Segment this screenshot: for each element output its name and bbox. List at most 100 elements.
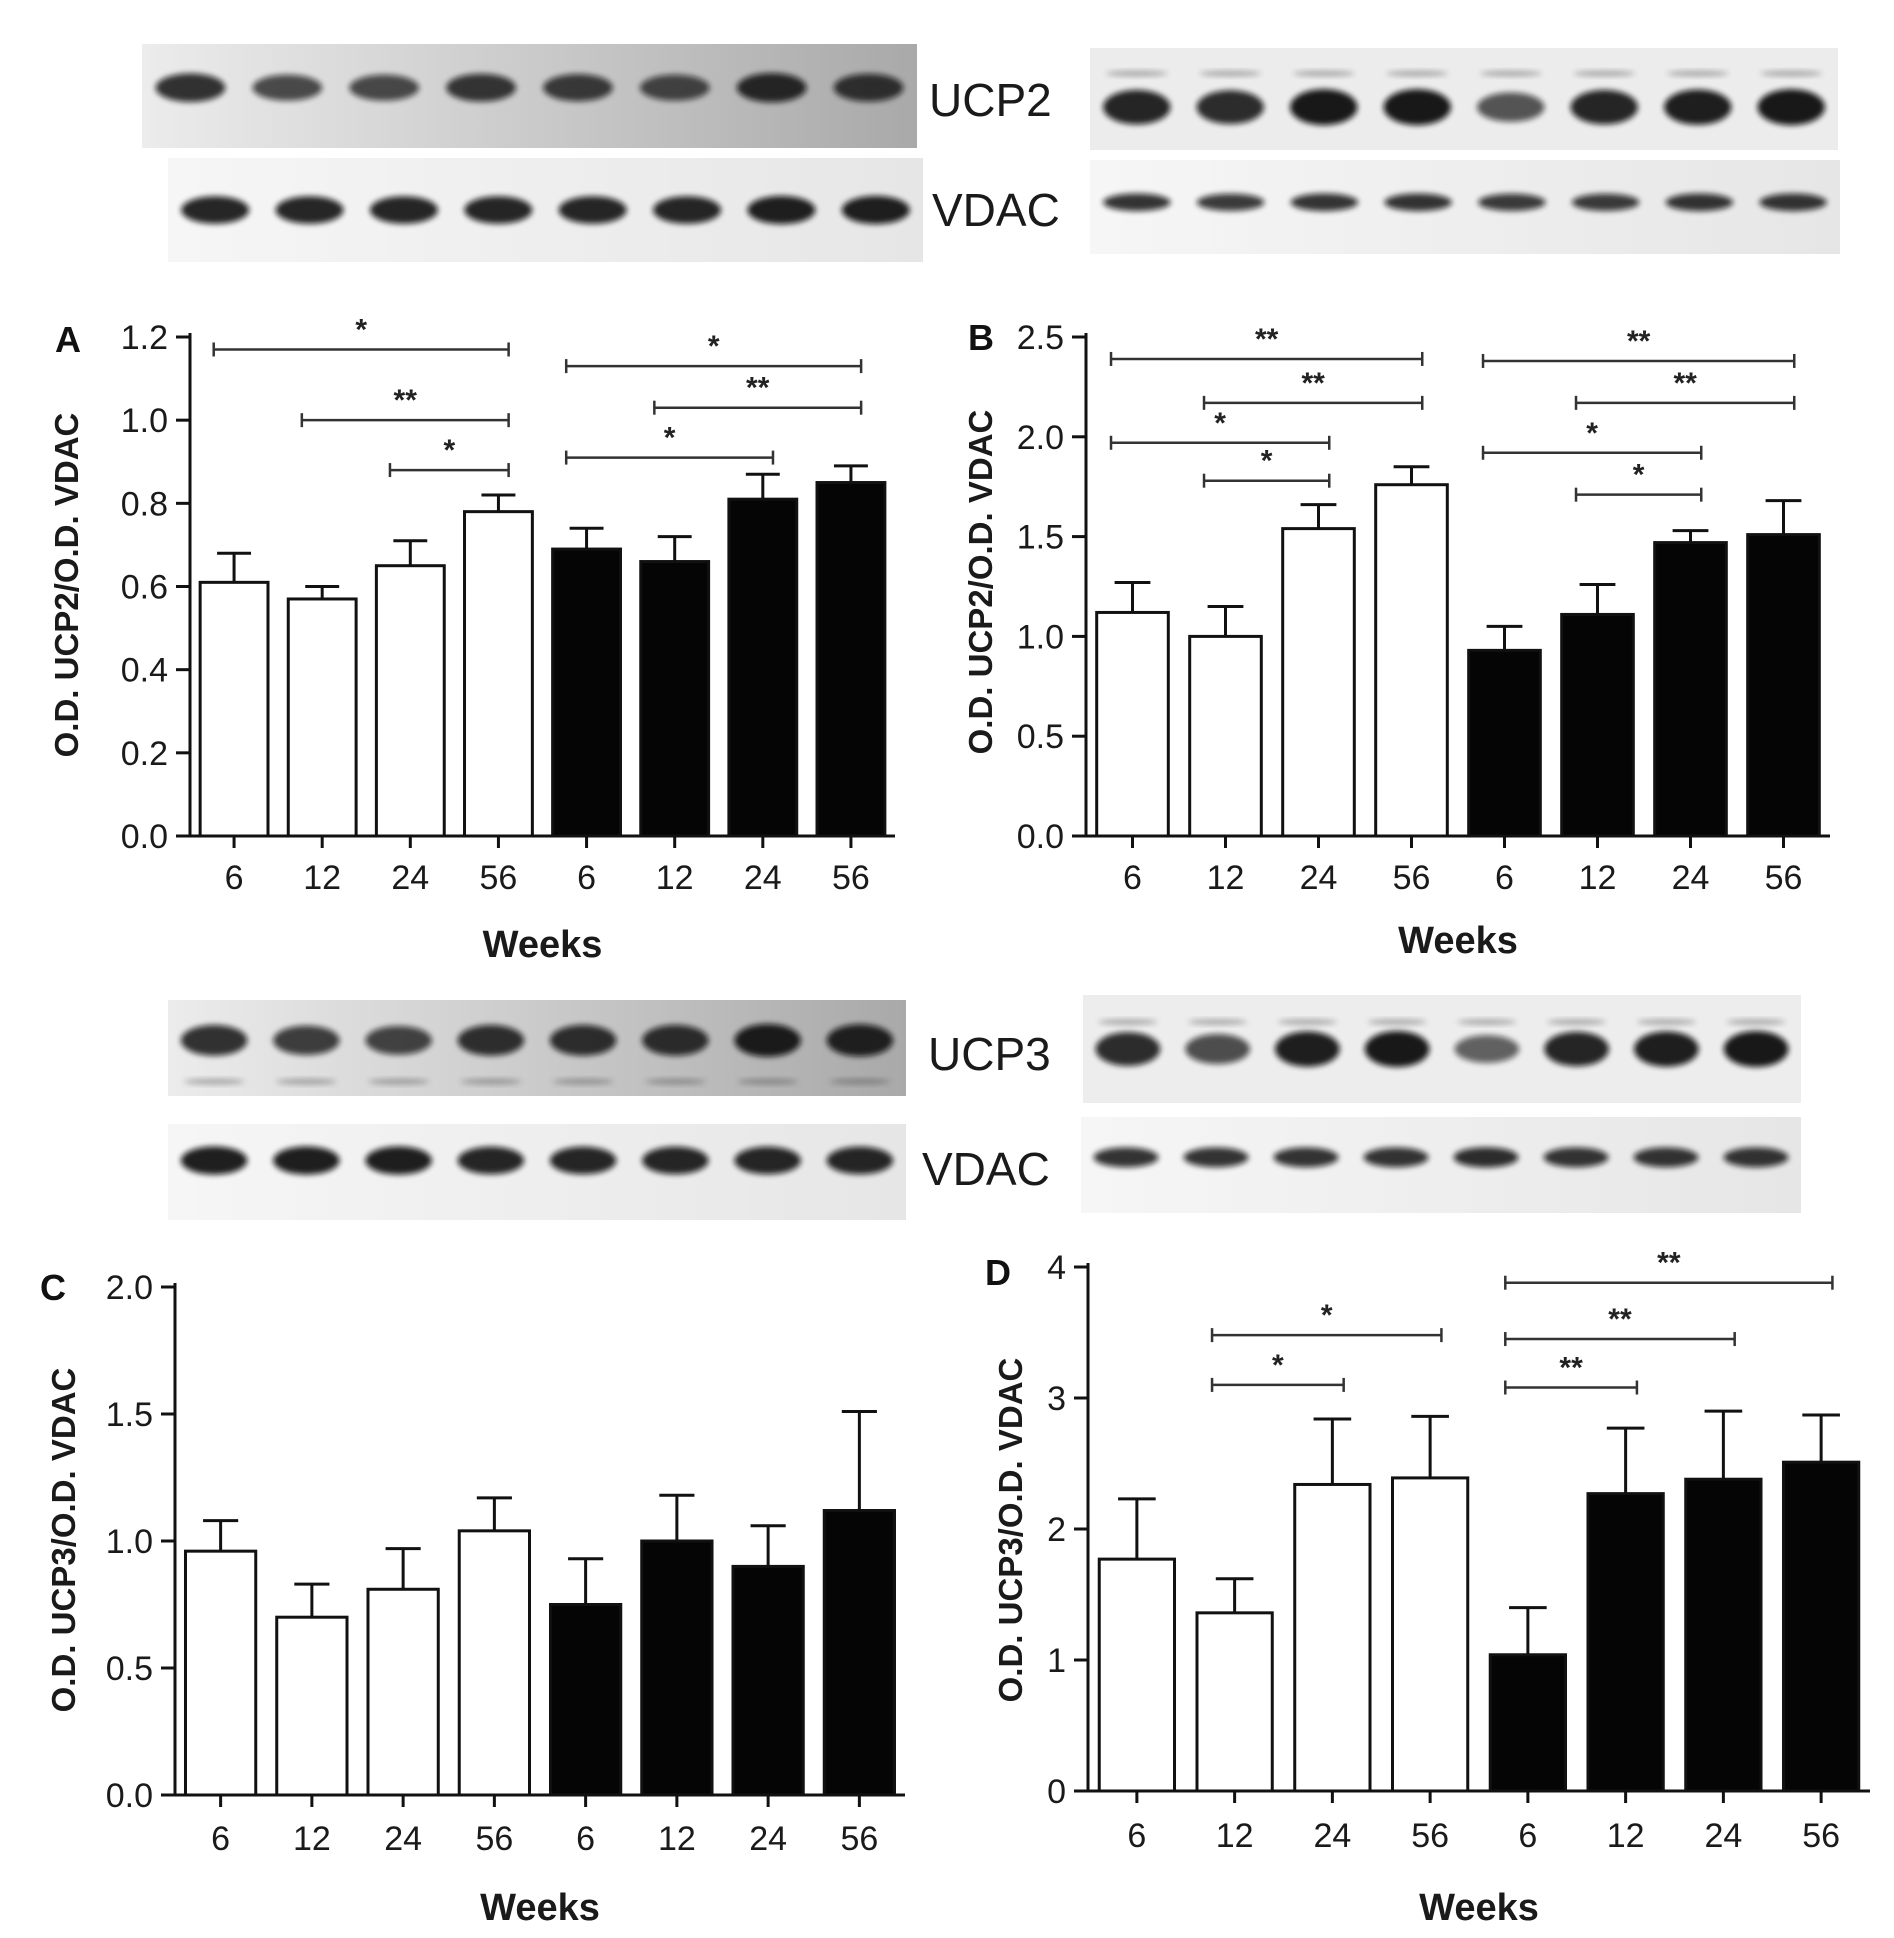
x-tick-label: 56 bbox=[480, 859, 518, 897]
x-tick-label: 12 bbox=[1207, 859, 1245, 897]
blot-faint-band bbox=[1386, 70, 1449, 77]
bar bbox=[731, 1564, 805, 1797]
blot-faint-band bbox=[1636, 1019, 1696, 1025]
x-tick-label: 12 bbox=[1216, 1817, 1254, 1855]
blot-vdac-right-top bbox=[1090, 160, 1840, 254]
blot-faint-band bbox=[368, 1078, 430, 1085]
blot-vdac-right-bottom bbox=[1081, 1117, 1801, 1213]
blot-band bbox=[826, 1146, 894, 1175]
y-tick-label: 2.0 bbox=[1017, 419, 1064, 457]
blot-band bbox=[1185, 1034, 1250, 1064]
x-tick-label: 6 bbox=[1123, 859, 1142, 897]
y-tick-label: 1.0 bbox=[1017, 618, 1064, 656]
significance-label: ** bbox=[1301, 367, 1325, 400]
bar bbox=[551, 547, 622, 838]
x-axis-title: Weeks bbox=[480, 1887, 600, 1929]
blot-band bbox=[1383, 89, 1451, 126]
blot-band bbox=[549, 1024, 617, 1056]
blot-faint-band bbox=[644, 1078, 706, 1085]
x-tick-label: 24 bbox=[1300, 859, 1338, 897]
blot-band bbox=[833, 73, 904, 102]
significance-label: * bbox=[1586, 417, 1598, 450]
significance-label: ** bbox=[1255, 323, 1279, 356]
blot-band bbox=[747, 195, 816, 225]
bar bbox=[1097, 1557, 1177, 1793]
x-tick-label: 56 bbox=[832, 859, 870, 897]
blot-faint-band bbox=[1199, 70, 1262, 77]
blot-band bbox=[275, 196, 344, 224]
x-tick-label: 6 bbox=[225, 859, 244, 897]
x-axis-title: Weeks bbox=[483, 924, 603, 966]
blot-band bbox=[155, 73, 226, 102]
x-tick-label: 12 bbox=[1607, 1817, 1645, 1855]
x-tick-label: 24 bbox=[1313, 1817, 1351, 1855]
blot-faint-band bbox=[829, 1078, 891, 1085]
blot-faint-band bbox=[1547, 1019, 1607, 1025]
y-tick-label: 2.5 bbox=[1017, 319, 1064, 357]
blot-faint-band bbox=[275, 1078, 337, 1085]
bar bbox=[640, 1539, 714, 1797]
chart-panel-c: 0.0 0.5 1.0 1.5 2.0 6 12 24 56 6 12 24 56 Weeks O.D. U… bbox=[40, 1267, 905, 1929]
blot-band bbox=[1723, 1031, 1789, 1067]
y-tick-label: 0.0 bbox=[106, 1777, 153, 1815]
blot-band bbox=[1183, 1147, 1249, 1168]
blot-band bbox=[1290, 89, 1358, 126]
bar bbox=[1281, 527, 1356, 838]
bar bbox=[1560, 612, 1635, 838]
blot-band bbox=[181, 196, 250, 224]
y-tick-label: 0.8 bbox=[121, 485, 168, 523]
blot-band bbox=[642, 1024, 709, 1056]
y-tick-label: 0.5 bbox=[106, 1650, 153, 1688]
blot-ucp2-left bbox=[142, 44, 917, 148]
x-tick-label: 24 bbox=[749, 1820, 787, 1858]
bar bbox=[366, 1587, 440, 1797]
blot-band bbox=[1543, 1147, 1609, 1168]
x-tick-label: 56 bbox=[840, 1820, 878, 1858]
blot-vdac-left-bottom-background bbox=[168, 1124, 906, 1220]
x-tick-label: 56 bbox=[1802, 1817, 1840, 1855]
bar bbox=[457, 1529, 532, 1797]
blot-label-ucp2: UCP2 bbox=[929, 74, 1052, 126]
bar bbox=[374, 564, 446, 838]
blot-faint-band bbox=[1292, 70, 1355, 77]
blot-band bbox=[365, 1025, 432, 1055]
blot-band bbox=[841, 195, 910, 225]
blot-ucp2-right bbox=[1090, 48, 1838, 150]
blot-band bbox=[1723, 1147, 1789, 1168]
x-tick-label: 56 bbox=[1393, 859, 1431, 897]
x-axis-title: Weeks bbox=[1419, 1887, 1539, 1929]
bar bbox=[1188, 634, 1263, 838]
blot-faint-band bbox=[1098, 1019, 1158, 1025]
bar bbox=[815, 481, 887, 838]
x-tick-label: 6 bbox=[576, 1820, 595, 1858]
blot-band bbox=[1454, 1035, 1520, 1063]
bar bbox=[1653, 541, 1728, 838]
significance-label: ** bbox=[394, 384, 418, 417]
significance-label: * bbox=[1633, 459, 1645, 492]
significance-label: ** bbox=[1673, 367, 1697, 400]
x-tick-label: 12 bbox=[303, 859, 341, 897]
blot-band bbox=[1364, 1031, 1430, 1067]
blot-band bbox=[1196, 90, 1264, 125]
blot-band bbox=[1103, 193, 1171, 212]
blot-faint-band bbox=[1760, 70, 1823, 77]
bar bbox=[727, 497, 799, 838]
x-tick-label: 12 bbox=[293, 1820, 331, 1858]
x-tick-label: 24 bbox=[391, 859, 429, 897]
blot-band bbox=[1290, 193, 1359, 212]
blot-band bbox=[1103, 89, 1171, 125]
blot-band bbox=[273, 1146, 340, 1175]
x-tick-label: 24 bbox=[1704, 1817, 1742, 1855]
blot-band bbox=[1634, 1031, 1699, 1067]
bar bbox=[1195, 1611, 1274, 1793]
blot-band bbox=[1759, 193, 1827, 212]
blot-band bbox=[549, 1146, 617, 1175]
y-tick-label: 1 bbox=[1047, 1642, 1066, 1680]
blot-band bbox=[1477, 92, 1545, 122]
significance-label: ** bbox=[1627, 325, 1651, 358]
significance-label: * bbox=[1214, 407, 1226, 440]
y-axis-title: O.D. UCP3/O.D. VDAC bbox=[992, 1358, 1029, 1703]
bar bbox=[1467, 648, 1542, 838]
blot-band bbox=[1363, 1147, 1429, 1168]
